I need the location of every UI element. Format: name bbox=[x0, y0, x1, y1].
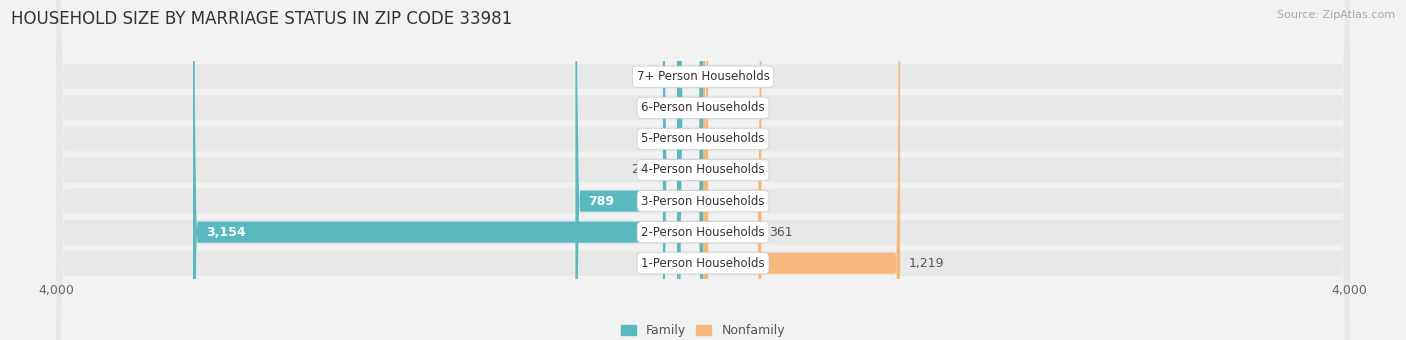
FancyBboxPatch shape bbox=[56, 0, 1350, 340]
FancyBboxPatch shape bbox=[56, 0, 1350, 340]
Text: 6-Person Households: 6-Person Households bbox=[641, 101, 765, 114]
Text: 7+ Person Households: 7+ Person Households bbox=[637, 70, 769, 83]
Text: 149: 149 bbox=[647, 101, 671, 114]
FancyBboxPatch shape bbox=[56, 0, 1350, 340]
FancyBboxPatch shape bbox=[679, 0, 703, 340]
Text: 161: 161 bbox=[645, 132, 669, 146]
FancyBboxPatch shape bbox=[56, 0, 1350, 340]
Text: 1,219: 1,219 bbox=[908, 257, 943, 270]
FancyBboxPatch shape bbox=[662, 0, 703, 340]
FancyBboxPatch shape bbox=[56, 0, 1350, 340]
Text: 8: 8 bbox=[686, 70, 693, 83]
FancyBboxPatch shape bbox=[703, 0, 709, 340]
Text: 248: 248 bbox=[631, 164, 655, 176]
Text: HOUSEHOLD SIZE BY MARRIAGE STATUS IN ZIP CODE 33981: HOUSEHOLD SIZE BY MARRIAGE STATUS IN ZIP… bbox=[11, 10, 513, 28]
Text: 3-Person Households: 3-Person Households bbox=[641, 194, 765, 208]
Text: 1-Person Households: 1-Person Households bbox=[641, 257, 765, 270]
Text: 0: 0 bbox=[711, 132, 718, 146]
Text: 5-Person Households: 5-Person Households bbox=[641, 132, 765, 146]
Text: 2-Person Households: 2-Person Households bbox=[641, 226, 765, 239]
Text: 0: 0 bbox=[711, 70, 718, 83]
Text: 789: 789 bbox=[588, 194, 614, 208]
FancyBboxPatch shape bbox=[56, 0, 1350, 340]
FancyBboxPatch shape bbox=[703, 0, 900, 340]
Text: 4-Person Households: 4-Person Households bbox=[641, 164, 765, 176]
FancyBboxPatch shape bbox=[699, 0, 707, 340]
Text: 0: 0 bbox=[711, 101, 718, 114]
Text: 32: 32 bbox=[716, 194, 733, 208]
FancyBboxPatch shape bbox=[193, 0, 703, 340]
Text: 0: 0 bbox=[711, 164, 718, 176]
FancyBboxPatch shape bbox=[676, 0, 703, 340]
Legend: Family, Nonfamily: Family, Nonfamily bbox=[616, 319, 790, 340]
FancyBboxPatch shape bbox=[575, 0, 703, 340]
Text: 361: 361 bbox=[769, 226, 793, 239]
Text: Source: ZipAtlas.com: Source: ZipAtlas.com bbox=[1277, 10, 1395, 20]
FancyBboxPatch shape bbox=[703, 0, 762, 340]
Text: 3,154: 3,154 bbox=[205, 226, 246, 239]
FancyBboxPatch shape bbox=[56, 0, 1350, 340]
